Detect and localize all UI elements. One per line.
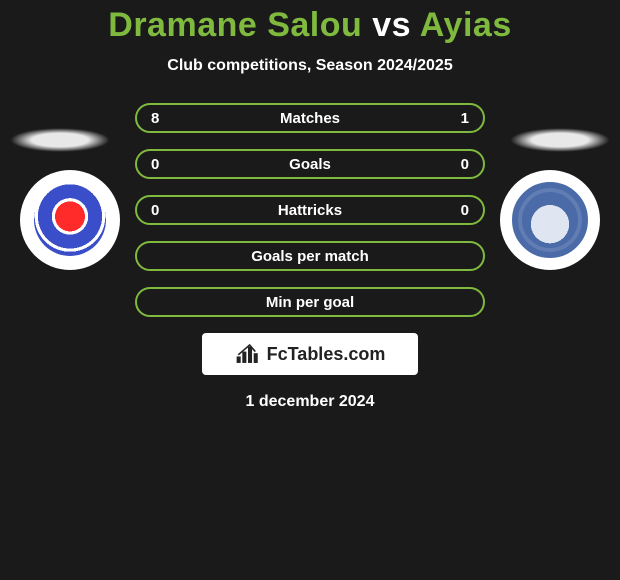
stat-row: 0 Hattricks 0 (135, 195, 485, 225)
stat-row: Min per goal (135, 287, 485, 317)
comparison-title: Dramane Salou vs Ayias (0, 0, 620, 45)
player1-club-badge (20, 170, 120, 270)
stat-left-value: 8 (151, 110, 159, 127)
vs-label: vs (372, 6, 411, 44)
player1-photo-placeholder (10, 128, 110, 152)
club-crest-icon (34, 184, 106, 256)
stat-label: Goals (137, 156, 483, 173)
stat-label: Hattricks (137, 202, 483, 219)
stat-right-value: 1 (461, 110, 469, 127)
stat-right-value: 0 (461, 156, 469, 173)
stat-row: 8 Matches 1 (135, 103, 485, 133)
stat-row: Goals per match (135, 241, 485, 271)
stat-right-value: 0 (461, 202, 469, 219)
subtitle: Club competitions, Season 2024/2025 (0, 57, 620, 75)
stat-label: Matches (137, 110, 483, 127)
stat-left-value: 0 (151, 202, 159, 219)
stat-left-value: 0 (151, 156, 159, 173)
stat-label: Goals per match (137, 248, 483, 265)
stat-label: Min per goal (137, 294, 483, 311)
bars-icon (235, 343, 261, 365)
player2-name: Ayias (420, 6, 512, 44)
player2-club-badge (500, 170, 600, 270)
fctables-logo[interactable]: FcTables.com (202, 333, 418, 375)
generated-date: 1 december 2024 (0, 393, 620, 411)
logo-text: FcTables.com (267, 344, 386, 365)
player2-photo-placeholder (510, 128, 610, 152)
club-crest-icon (512, 182, 588, 258)
stats-table: 8 Matches 1 0 Goals 0 0 Hattricks 0 Goal… (135, 103, 485, 317)
stat-row: 0 Goals 0 (135, 149, 485, 179)
player1-name: Dramane Salou (108, 6, 362, 44)
